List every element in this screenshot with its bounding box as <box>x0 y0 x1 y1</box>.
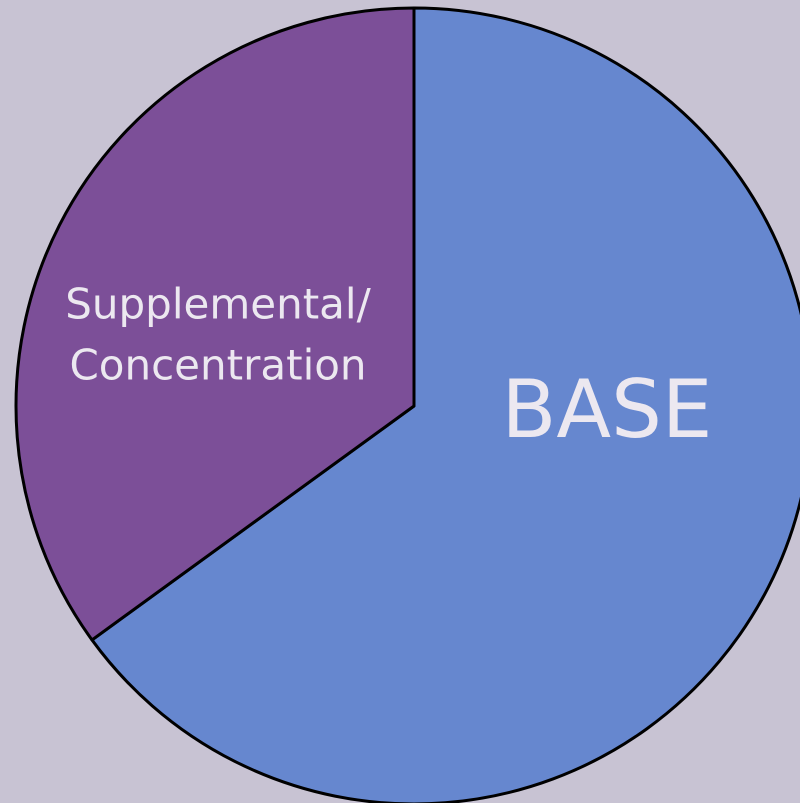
slice-label: Supplemental/Concentration <box>65 279 371 389</box>
pie-slice <box>14 6 416 642</box>
pie-slice <box>90 6 800 803</box>
slice-label: BASE <box>502 363 713 456</box>
